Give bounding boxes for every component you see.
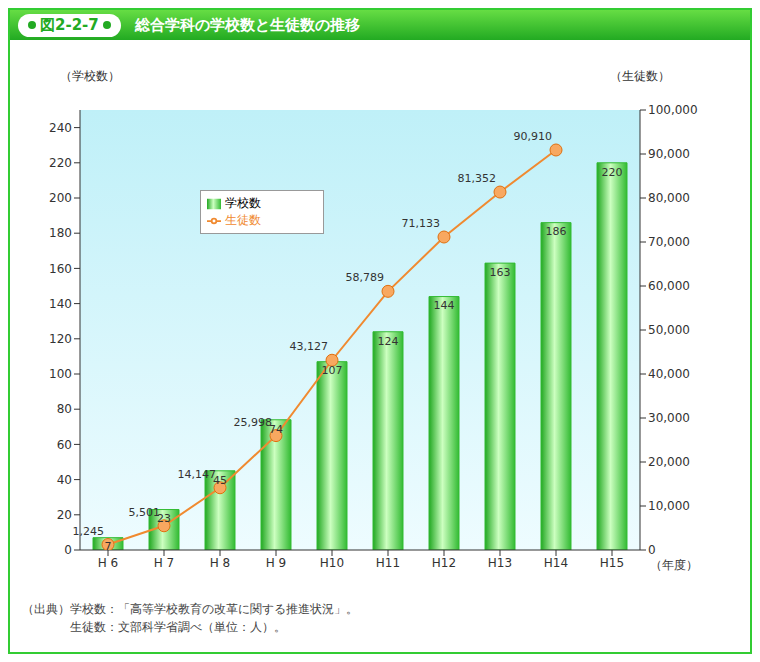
svg-text:40: 40	[57, 473, 72, 487]
svg-text:40,000: 40,000	[648, 367, 690, 381]
svg-text:220: 220	[602, 166, 623, 179]
svg-text:80: 80	[57, 402, 72, 416]
svg-text:144: 144	[434, 299, 455, 312]
svg-text:100: 100	[49, 367, 72, 381]
svg-text:124: 124	[378, 335, 399, 348]
svg-text:H13: H13	[488, 556, 512, 570]
svg-text:H 7: H 7	[154, 556, 174, 570]
svg-text:60: 60	[57, 438, 72, 452]
svg-text:100,000: 100,000	[648, 103, 698, 117]
svg-text:240: 240	[49, 121, 72, 135]
html-text:総合学科の学校数と生徒数の推移: 総合学科の学校数と生徒数の推移	[134, 15, 360, 34]
svg-text:H11: H11	[376, 556, 400, 570]
html-text:図2-2-7: 図2-2-7	[40, 15, 99, 34]
svg-text:0: 0	[648, 543, 656, 557]
svg-text:5,501: 5,501	[129, 506, 161, 519]
html-text:学校数: 学校数	[225, 196, 261, 210]
svg-text:H12: H12	[432, 556, 456, 570]
svg-text:80,000: 80,000	[648, 191, 690, 205]
svg-text:200: 200	[49, 191, 72, 205]
svg-text:H 6: H 6	[98, 556, 118, 570]
svg-text:81,352: 81,352	[458, 172, 497, 185]
svg-text:23: 23	[157, 512, 171, 526]
html-text:（学校数）: （学校数）	[60, 69, 120, 83]
html-text:（年度）: （年度）	[650, 558, 698, 572]
svg-text:20,000: 20,000	[648, 455, 690, 469]
svg-text:160: 160	[49, 262, 72, 276]
svg-text:140: 140	[49, 297, 72, 311]
html-text:生徒数：文部科学省調べ（単位：人）。: 生徒数：文部科学省調べ（単位：人）。	[70, 620, 286, 634]
svg-text:70,000: 70,000	[648, 235, 690, 249]
svg-text:90,910: 90,910	[514, 130, 553, 143]
svg-text:90,000: 90,000	[648, 147, 690, 161]
svg-text:163: 163	[490, 266, 511, 279]
svg-text:0: 0	[64, 543, 72, 557]
svg-text:H 9: H 9	[266, 556, 286, 570]
svg-text:220: 220	[49, 156, 72, 170]
svg-text:H10: H10	[320, 556, 344, 570]
svg-text:45: 45	[213, 473, 227, 487]
svg-text:71,133: 71,133	[402, 217, 441, 230]
html-text:（生徒数）: （生徒数）	[610, 69, 670, 83]
svg-text:58,789: 58,789	[346, 271, 385, 284]
svg-text:60,000: 60,000	[648, 279, 690, 293]
svg-text:14,147: 14,147	[178, 468, 217, 481]
svg-text:107: 107	[322, 364, 343, 377]
svg-text:43,127: 43,127	[290, 340, 329, 353]
svg-text:74: 74	[269, 422, 283, 436]
svg-text:7: 7	[105, 540, 112, 553]
html-text:生徒数: 生徒数	[225, 213, 261, 227]
svg-text:50,000: 50,000	[648, 323, 690, 337]
svg-text:186: 186	[546, 225, 567, 238]
svg-text:30,000: 30,000	[648, 411, 690, 425]
svg-text:10,000: 10,000	[648, 499, 690, 513]
svg-text:25,998: 25,998	[234, 416, 273, 429]
svg-text:H 8: H 8	[210, 556, 230, 570]
svg-text:180: 180	[49, 226, 72, 240]
svg-text:20: 20	[57, 508, 72, 522]
svg-text:1,245: 1,245	[73, 525, 105, 538]
svg-text:120: 120	[49, 332, 72, 346]
svg-text:H14: H14	[544, 556, 568, 570]
html-text:（出典）学校数：「高等学校教育の改革に関する推進状況」。: （出典）学校数：「高等学校教育の改革に関する推進状況」。	[22, 602, 358, 616]
svg-text:H15: H15	[600, 556, 624, 570]
